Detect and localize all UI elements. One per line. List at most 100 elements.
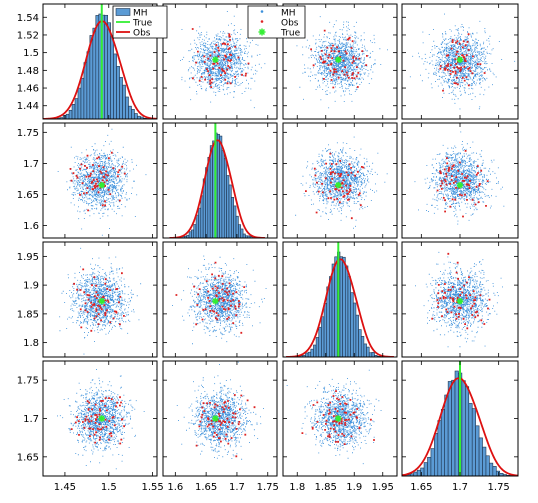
mh-histogram-bar [471,408,476,476]
y-tick-label: 1.75 [17,376,39,387]
legend-swatch-mh [115,8,131,16]
true-star-marker [212,56,219,63]
true-star-marker [98,298,105,305]
panel-ticks [402,123,518,238]
panel-r1-c4 [401,3,519,120]
x-tick-label: 1.75 [488,482,510,493]
mh-histogram-bar [313,344,317,357]
legend-label: True [280,29,301,39]
mh-histogram-bar [478,437,483,476]
true-star-marker [212,298,219,305]
mh-histogram-bar [331,263,335,357]
mh-histogram-bar [110,35,114,119]
x-tick-label: 1.45 [54,482,76,493]
obs-density-line [286,258,394,357]
panel-frame [42,122,158,239]
mh-histogram-bar [482,446,487,476]
mh-histogram-bar [83,62,88,119]
legend-marker-mh [260,10,264,13]
mh-histogram-bar [437,420,442,476]
true-star-marker [98,181,105,189]
x-tick-label: 1.9 [346,482,362,493]
true-star-marker [335,415,342,422]
panel-r3-c2 [162,241,278,358]
mh-histogram-bar [228,184,232,238]
x-tick-label: 1.7 [229,482,245,493]
panel-r3-c3 [282,241,398,358]
y-tick-label: 1.75 [17,128,39,139]
mh-histogram-bar [233,205,237,238]
mh-histogram-bar [104,14,108,119]
panel-ticks [283,361,397,476]
obs-density-line [169,139,265,238]
legend-marker-obs [260,20,264,23]
panel-ticks [163,242,277,357]
true-star-marker [335,56,342,63]
y-tick-label: 1.54 [17,13,39,24]
mh-histogram-bar [339,256,343,357]
obs-density-line [402,377,518,476]
panel-ticks [163,123,277,238]
panel-ticks [283,123,397,238]
mh-histogram-bar [116,66,120,119]
mh-histogram-bar [427,456,432,476]
mh-sample-points [59,247,142,355]
mh-histogram-bar [363,343,367,357]
mh-histogram-bar [355,314,359,357]
mh-histogram-bar [119,77,123,119]
panel-r3-c1 [42,241,158,358]
mh-histogram-bar [315,337,320,357]
x-tick-label: 1.5 [101,482,117,493]
y-tick-label: 1.9 [23,281,39,292]
panel-frame [42,3,158,120]
y-tick-label: 1.95 [17,252,39,263]
panel-ticks [402,361,518,476]
true-star-marker [335,181,342,189]
mh-histogram-bar [326,286,330,357]
mh-histogram-bar [80,77,85,119]
panel-r3-c4 [401,241,519,358]
mh-histogram-bar [198,207,202,238]
mh-histogram-bar [226,175,230,238]
panel-ticks [43,361,157,476]
y-tick-label: 1.5 [23,48,39,59]
obs-points [70,396,125,445]
mh-histogram-bar [475,425,480,476]
panel-ticks [283,242,397,357]
mh-histogram-bar [321,316,325,357]
y-tick-label: 1.85 [17,309,39,320]
legend-box [247,5,306,39]
panel-r4-c2 [162,360,278,477]
mh-histogram-bar [68,109,73,119]
mh-histogram-bar [444,394,449,476]
mh-histogram-bar [188,231,192,238]
mh-histogram-bar [231,197,234,238]
mh-histogram-bar [358,329,362,357]
panel-frame [282,3,398,120]
mh-histogram-bar [368,352,373,357]
mh-histogram-bar [323,303,328,357]
true-star-marker [456,298,464,305]
panel-r2-c4 [401,122,519,239]
y-tick-label: 1.52 [17,30,39,41]
mh-histogram-bar [434,433,439,476]
mh-histogram-bar [347,276,351,357]
panel-r4-c1 [42,360,158,477]
mh-histogram-bar [465,386,470,476]
x-tick-label: 1.8 [289,482,305,493]
legend-label: Obs [281,19,299,29]
x-tick-label: 1.65 [410,482,432,493]
y-tick-label: 1.44 [17,101,39,112]
mh-histogram-bar [461,380,466,476]
y-tick-label: 1.65 [17,190,39,201]
x-tick-label: 1.75 [257,482,279,493]
y-tick-label: 1.8 [23,338,39,349]
mh-histogram-bar [65,113,70,119]
y-tick-label: 1.7 [23,159,39,170]
mh-histogram-bar [195,214,199,238]
mh-histogram-bar [492,466,497,476]
legend-label: MH [133,9,148,19]
